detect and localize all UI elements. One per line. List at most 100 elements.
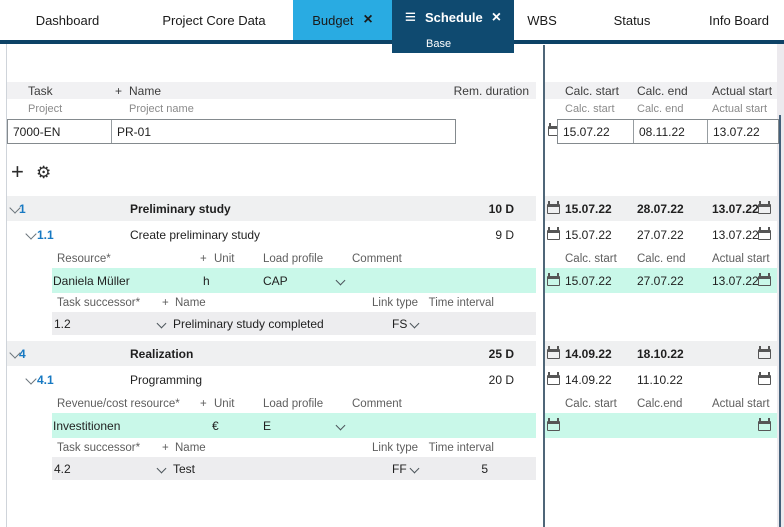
- resource-header-row: Resource* + Unit Load profile Comment: [7, 250, 536, 268]
- add-successor-icon[interactable]: +: [162, 442, 169, 454]
- calc-start-value[interactable]: 14.09.22: [565, 373, 612, 387]
- task-duration[interactable]: 20 D: [488, 373, 514, 387]
- calc-end-value[interactable]: 11.10.22: [637, 373, 683, 387]
- calc-start-value[interactable]: 14.09.22: [565, 347, 612, 361]
- calendar-icon[interactable]: [758, 346, 771, 359]
- task-name[interactable]: Programming: [130, 373, 203, 387]
- calc-start-value[interactable]: 15.07.22: [565, 274, 612, 288]
- calendar-icon[interactable]: [758, 201, 771, 214]
- col-calc-start: Calc. start: [565, 84, 620, 98]
- actual-start-value[interactable]: 13.07.22: [712, 202, 759, 216]
- comment-col: Comment: [352, 253, 402, 265]
- comment-col: Comment: [352, 398, 402, 410]
- collapse-icon[interactable]: [25, 373, 37, 385]
- task-number[interactable]: 1.1: [37, 228, 54, 242]
- resource-dates-row: [545, 413, 777, 438]
- calendar-icon[interactable]: [758, 227, 771, 240]
- successor-id-select[interactable]: 1.2: [54, 317, 71, 331]
- task-name[interactable]: Realization: [130, 347, 194, 361]
- calendar-icon[interactable]: [758, 273, 771, 286]
- tab-budget[interactable]: Budget ×: [293, 0, 392, 40]
- task-dates-row: 15.07.22 28.07.22 13.07.22: [545, 196, 777, 221]
- tab-status[interactable]: Status: [570, 0, 694, 40]
- actual-start-value[interactable]: 13.07.22: [712, 228, 759, 242]
- resource-header-row: Revenue/cost resource* + Unit Load profi…: [7, 395, 536, 413]
- calendar-icon[interactable]: [758, 372, 771, 385]
- load-profile-col: Load profile: [263, 398, 324, 410]
- tab-project-core-data[interactable]: Project Core Data: [135, 0, 293, 40]
- tab-dashboard-label: Dashboard: [35, 12, 100, 28]
- actual-start-sublabel: Actual start: [712, 103, 768, 115]
- calc-end-value[interactable]: 27.07.22: [637, 274, 684, 288]
- collapse-icon[interactable]: [25, 228, 37, 240]
- menu-icon[interactable]: ≡: [404, 7, 416, 28]
- calc-end-value[interactable]: 28.07.22: [637, 202, 684, 216]
- col-name: Name: [129, 84, 162, 98]
- resource-name[interactable]: Investitionen: [53, 419, 121, 433]
- add-column-icon[interactable]: +: [115, 84, 123, 98]
- task-name[interactable]: Create preliminary study: [130, 228, 261, 242]
- link-type-select[interactable]: FS: [392, 317, 408, 331]
- close-icon[interactable]: ×: [491, 8, 502, 26]
- resource-unit[interactable]: €: [212, 419, 219, 433]
- add-resource-icon[interactable]: +: [200, 398, 207, 410]
- task-name[interactable]: Preliminary study: [130, 202, 231, 216]
- resource-load-profile[interactable]: E: [263, 419, 272, 433]
- calendar-icon[interactable]: [547, 273, 560, 286]
- actual-start-value[interactable]: 13.07.22: [712, 274, 759, 288]
- panel-splitter[interactable]: [543, 45, 545, 527]
- actual-start-col: Actual start: [712, 398, 770, 410]
- add-resource-icon[interactable]: +: [200, 253, 207, 265]
- name-col: Name: [175, 297, 206, 309]
- tab-wbs[interactable]: WBS: [514, 0, 570, 40]
- calendar-icon[interactable]: [547, 346, 560, 359]
- tab-status-label: Status: [613, 12, 651, 28]
- resource-col: Resource*: [57, 253, 111, 265]
- resource-unit[interactable]: h: [203, 274, 210, 288]
- project-name-input[interactable]: PR-01: [111, 120, 455, 143]
- tab-dashboard[interactable]: Dashboard: [0, 0, 135, 40]
- calc-end-col: Calc. end: [637, 253, 686, 265]
- time-interval-value[interactable]: 5: [481, 462, 488, 476]
- task-row: 1.1 Create preliminary study 9 D: [7, 222, 536, 247]
- tab-schedule[interactable]: ≡ Schedule × Base: [392, 0, 514, 53]
- successor-id-select[interactable]: 4.2: [54, 462, 71, 476]
- successor-name[interactable]: Preliminary study completed: [173, 317, 324, 331]
- task-number[interactable]: 4.1: [37, 373, 54, 387]
- tab-info-board[interactable]: Info Board: [694, 0, 784, 40]
- project-calc-start-input[interactable]: 15.07.22: [563, 124, 610, 139]
- successor-name[interactable]: Test: [173, 462, 196, 476]
- add-successor-icon[interactable]: +: [162, 297, 169, 309]
- project-id-input[interactable]: 7000-EN: [13, 124, 61, 139]
- task-duration[interactable]: 10 D: [488, 202, 514, 216]
- calc-start-value[interactable]: 15.07.22: [565, 228, 612, 242]
- calendar-icon[interactable]: [547, 372, 560, 385]
- calc-end-value[interactable]: 18.10.22: [637, 347, 684, 361]
- resource-dates-row: 15.07.22 27.07.22 13.07.22: [545, 268, 777, 293]
- link-type-select[interactable]: FF: [392, 462, 407, 476]
- task-number[interactable]: 4: [19, 347, 26, 361]
- resource-load-profile[interactable]: CAP: [263, 274, 288, 288]
- calc-start-value[interactable]: 15.07.22: [565, 202, 612, 216]
- project-sublabels: Project Project name: [7, 101, 536, 117]
- calendar-icon[interactable]: [547, 418, 560, 431]
- task-duration[interactable]: 25 D: [488, 347, 514, 361]
- gear-icon[interactable]: ⚙: [36, 163, 52, 182]
- unit-col: Unit: [214, 398, 235, 410]
- calendar-icon[interactable]: [758, 418, 771, 431]
- resource-row-bg: [52, 268, 536, 293]
- calc-end-value[interactable]: 27.07.22: [637, 228, 684, 242]
- calendar-icon[interactable]: [547, 227, 560, 240]
- resource-row: Investitionen € E: [7, 413, 536, 438]
- col-calc-end: Calc. end: [637, 84, 688, 98]
- project-calc-end-input[interactable]: 08.11.22: [633, 120, 707, 143]
- task-number[interactable]: 1: [19, 202, 26, 216]
- project-actual-start-input[interactable]: 13.07.22: [707, 120, 778, 143]
- load-profile-col: Load profile: [263, 253, 324, 265]
- task-duration[interactable]: 9 D: [495, 228, 514, 242]
- close-icon[interactable]: ×: [363, 11, 373, 28]
- add-task-button[interactable]: +: [11, 159, 24, 184]
- calendar-icon[interactable]: [547, 201, 560, 214]
- resource-name[interactable]: Daniela Müller: [53, 274, 130, 288]
- col-rem-duration: Rem. duration: [453, 84, 529, 98]
